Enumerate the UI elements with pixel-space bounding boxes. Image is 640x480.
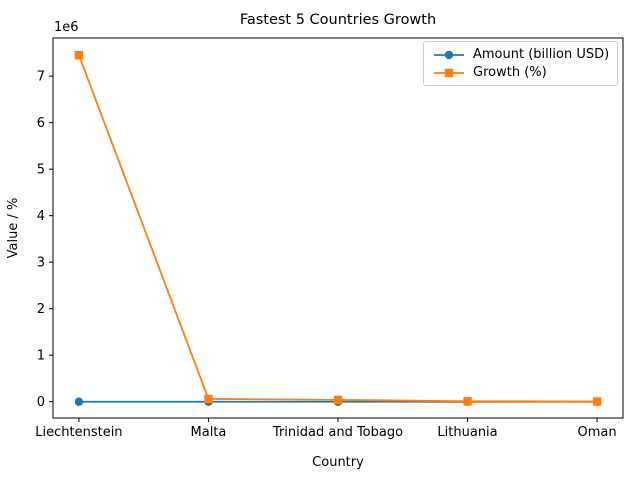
x-tick-label: Oman: [578, 425, 617, 440]
y-tick-label: 5: [37, 163, 45, 178]
data-point-marker: [592, 397, 602, 406]
legend: Amount (billion USD) Growth (%): [423, 41, 619, 86]
series-line-1: [78, 54, 598, 403]
x-tick-label: Lithuania: [437, 425, 497, 440]
legend-label-amount: Amount (billion USD): [473, 47, 610, 62]
legend-item-amount: Amount (billion USD): [433, 47, 609, 62]
x-tick-label: Liechtenstein: [35, 425, 122, 440]
y-tick-label: 4: [37, 209, 45, 224]
x-tick-label: Trinidad and Tobago: [272, 425, 403, 440]
amount-series-line-circle-icon: [434, 50, 464, 59]
legend-label-growth: Growth (%): [473, 65, 547, 80]
y-tick-label: 0: [37, 395, 45, 410]
x-tick-label: Malta: [191, 425, 227, 440]
plot-area: 0 1 2 3 4 5 6 7 Liechtenstein Malta Trinidad and T…: [35, 37, 624, 440]
data-point-marker: [204, 394, 213, 404]
y-tick-label: 2: [37, 302, 45, 317]
data-point-marker: [74, 51, 84, 60]
y-axis-offset-label: 1e6: [54, 20, 79, 35]
y-tick-label: 1: [37, 349, 45, 364]
y-tick-label: 6: [37, 116, 45, 131]
chart-title: Fastest 5 Countries Growth: [240, 12, 436, 28]
data-point-marker: [333, 395, 343, 405]
legend-item-growth: Growth (%): [433, 65, 609, 80]
growth-series-line-square-icon: [434, 68, 464, 77]
axes-spines: [52, 37, 624, 419]
y-tick-label: 7: [37, 70, 45, 85]
x-axis-label: Country: [312, 455, 364, 470]
data-point-marker: [74, 397, 84, 406]
y-tick-label: 3: [37, 256, 45, 271]
data-point-marker: [463, 397, 472, 406]
y-axis-label: Value / %: [6, 198, 21, 259]
